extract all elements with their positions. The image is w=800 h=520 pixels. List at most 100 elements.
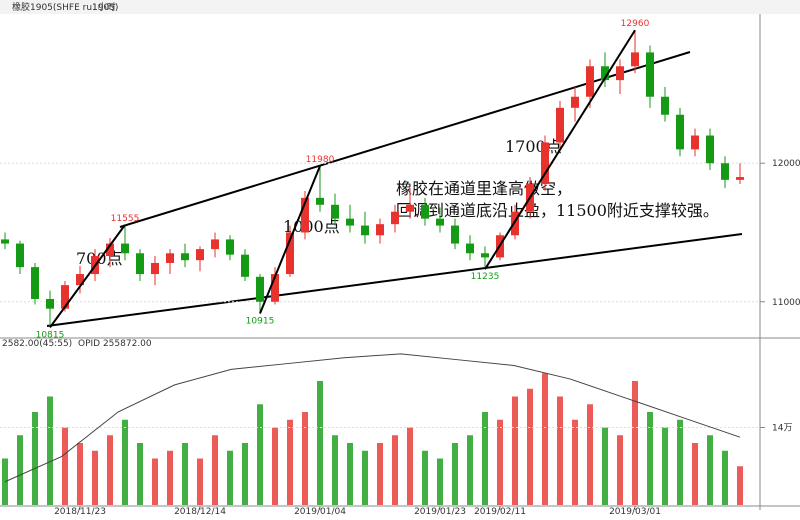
volume-bar — [17, 435, 23, 505]
candle-body — [436, 218, 444, 226]
volume-bar — [557, 396, 563, 505]
candle-body — [571, 96, 579, 108]
volume-info: 2582.00(45:55) — [2, 339, 72, 349]
volume-bar — [647, 412, 653, 505]
candle-body — [691, 135, 699, 150]
volume-bar — [212, 435, 218, 505]
candle-body — [511, 211, 519, 236]
x-tick-label: 2019/01/04 — [294, 507, 346, 516]
volume-bar — [722, 450, 728, 505]
candle-body — [466, 243, 474, 254]
volume-bar — [77, 443, 83, 505]
volume-bar — [197, 458, 203, 505]
volume-bar — [527, 388, 533, 505]
volume-bar — [257, 404, 263, 505]
volume-bar — [317, 381, 323, 505]
volume-bar — [347, 443, 353, 505]
move-line — [484, 29, 636, 270]
candle-body — [661, 96, 669, 115]
volume-bar — [167, 450, 173, 505]
candle-body — [736, 177, 744, 180]
oi-tick-label: 14万 — [772, 424, 792, 434]
oi-line — [4, 353, 741, 483]
candle-body — [706, 135, 714, 164]
high-label: 11555 — [111, 214, 140, 224]
candle-body — [211, 239, 219, 250]
oi-info: OPID 255872.00 — [78, 339, 152, 349]
candle-body — [256, 276, 264, 302]
volume-bar — [407, 427, 413, 505]
annotation: 回调到通道底沿止盈，11500附近支撑较强。 — [396, 201, 719, 220]
symbol: 橡胶1905(SHFE ru1905) — [12, 1, 118, 13]
x-tick-label: 2019/02/11 — [474, 507, 526, 516]
candle-body — [46, 298, 54, 309]
candle-body — [31, 267, 39, 299]
candle-body — [1, 239, 9, 244]
volume-bar — [227, 450, 233, 505]
volume-bar — [617, 435, 623, 505]
x-tick-label: 2018/12/14 — [174, 507, 226, 516]
volume-bar — [302, 412, 308, 505]
candle-body — [286, 232, 294, 275]
candle-body — [136, 253, 144, 275]
volume-bar — [437, 458, 443, 505]
channel-lower — [46, 233, 743, 327]
volume-bar — [92, 450, 98, 505]
y-tick-label: 11000 — [772, 298, 800, 308]
candle-body — [151, 262, 159, 275]
candle-body — [586, 66, 594, 97]
volume-bar — [737, 466, 743, 505]
volume-bar — [422, 450, 428, 505]
high-label: 11980 — [306, 155, 335, 165]
move-line — [49, 224, 126, 328]
volume-bar — [272, 427, 278, 505]
candle-body — [421, 204, 429, 219]
volume-bar — [452, 443, 458, 505]
candle-body — [406, 204, 414, 212]
volume-bar — [482, 412, 488, 505]
x-tick-label: 2019/03/01 — [609, 507, 661, 516]
volume-bar — [497, 419, 503, 505]
candle-body — [16, 243, 24, 268]
candle-body — [226, 239, 234, 255]
volume-bar — [152, 458, 158, 505]
x-tick-label: 2019/01/23 — [414, 507, 466, 516]
channel-upper — [119, 51, 691, 228]
volume-bar — [392, 435, 398, 505]
candle-body — [121, 243, 129, 254]
candle-body — [646, 52, 654, 97]
candle-body — [451, 225, 459, 244]
candle-body — [616, 66, 624, 81]
candle-body — [361, 225, 369, 236]
move-line — [259, 165, 321, 314]
candle-body — [166, 253, 174, 263]
volume-bar — [332, 435, 338, 505]
candle-body — [631, 52, 639, 67]
volume-bar — [182, 443, 188, 505]
volume-bar — [512, 396, 518, 505]
candle-body — [196, 249, 204, 261]
candle-body — [541, 142, 549, 185]
low-label: 10815 — [36, 330, 65, 340]
volume-bar — [362, 450, 368, 505]
annotation: 1700点 — [505, 137, 562, 156]
volume-bar — [662, 427, 668, 505]
volume-bar — [692, 443, 698, 505]
volume-bar — [122, 419, 128, 505]
volume-bar — [107, 435, 113, 505]
volume-bar — [677, 419, 683, 505]
low-label: 11235 — [471, 272, 500, 282]
candle-body — [301, 197, 309, 233]
candle-body — [106, 243, 114, 257]
volume-bar — [377, 443, 383, 505]
volume-bar — [707, 435, 713, 505]
candle-body — [376, 224, 384, 236]
candle-body — [481, 253, 489, 258]
x-tick-label: 2018/11/23 — [54, 507, 106, 516]
header-bar — [0, 0, 800, 14]
volume-bar — [32, 412, 38, 505]
period: 1小时 — [92, 1, 116, 13]
candle-body — [556, 107, 564, 143]
high-label: 12960 — [621, 19, 650, 29]
